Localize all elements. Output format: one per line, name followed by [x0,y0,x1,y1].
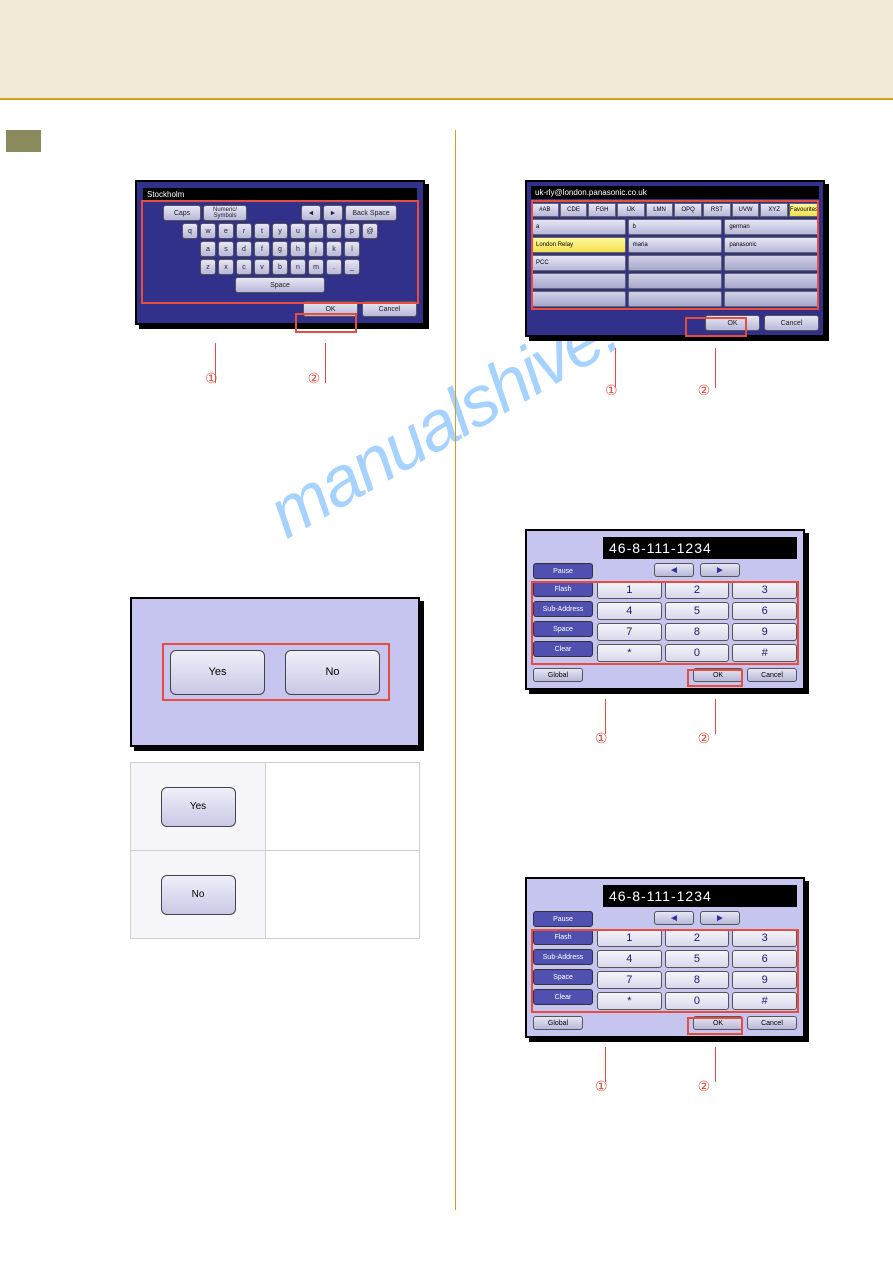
table-no-button[interactable]: No [161,875,236,915]
np-redbox-2a [531,929,799,1013]
np-cancel-button-2[interactable]: Cancel [747,1016,797,1030]
kb-redbox-1 [141,200,419,304]
np-left-arrow[interactable]: ◄ [654,563,694,577]
numpad-panel-1: 46-8-111-1234 Pause ◄ ► Flash Sub-Addres… [525,529,805,690]
np-redbox-2b [687,1017,743,1035]
circled-2c: ② [698,730,711,747]
yes-desc [266,763,420,851]
pause-button-2[interactable]: Pause [533,911,593,927]
table-yes-button[interactable]: Yes [161,787,236,827]
np-display-2: 46-8-111-1234 [603,885,797,907]
global-button[interactable]: Global [533,668,583,682]
yesno-panel: Yes No [130,597,420,747]
kb-redbox-2 [295,313,357,333]
numpad-panel-2: 46-8-111-1234 Pause ◄ ► Flash Sub-Addres… [525,877,805,1038]
side-tab [6,130,41,152]
no-desc [266,851,420,939]
page-header [0,0,893,100]
np-left-arrow-2[interactable]: ◄ [654,911,694,925]
yesno-table: Yes No [130,762,420,939]
np-display-1: 46-8-111-1234 [603,537,797,559]
addressbook-panel: uk-rly@london.panasonic.co.uk #ABCDEFGHI… [525,180,825,337]
global-button-2[interactable]: Global [533,1016,583,1030]
np-right-arrow[interactable]: ► [700,563,740,577]
column-divider [455,130,456,1210]
circled-2: ② [308,370,321,387]
ab-redbox-2 [685,317,747,337]
ab-redbox-1 [531,200,819,310]
np-redbox-1a [531,581,799,665]
np-cancel-button-1[interactable]: Cancel [747,668,797,682]
keyboard-panel: Stockholm Caps Numeric/ Symbols ◄ ► Back… [135,180,425,325]
ab-title: uk-rly@london.panasonic.co.uk [531,186,819,199]
circled-2b: ② [698,382,711,399]
np-redbox-1b [687,669,743,687]
yn-redbox [162,643,390,701]
ab-cancel-button[interactable]: Cancel [764,315,819,331]
circled-2d: ② [698,1078,711,1095]
np-right-arrow-2[interactable]: ► [700,911,740,925]
pause-button[interactable]: Pause [533,563,593,579]
